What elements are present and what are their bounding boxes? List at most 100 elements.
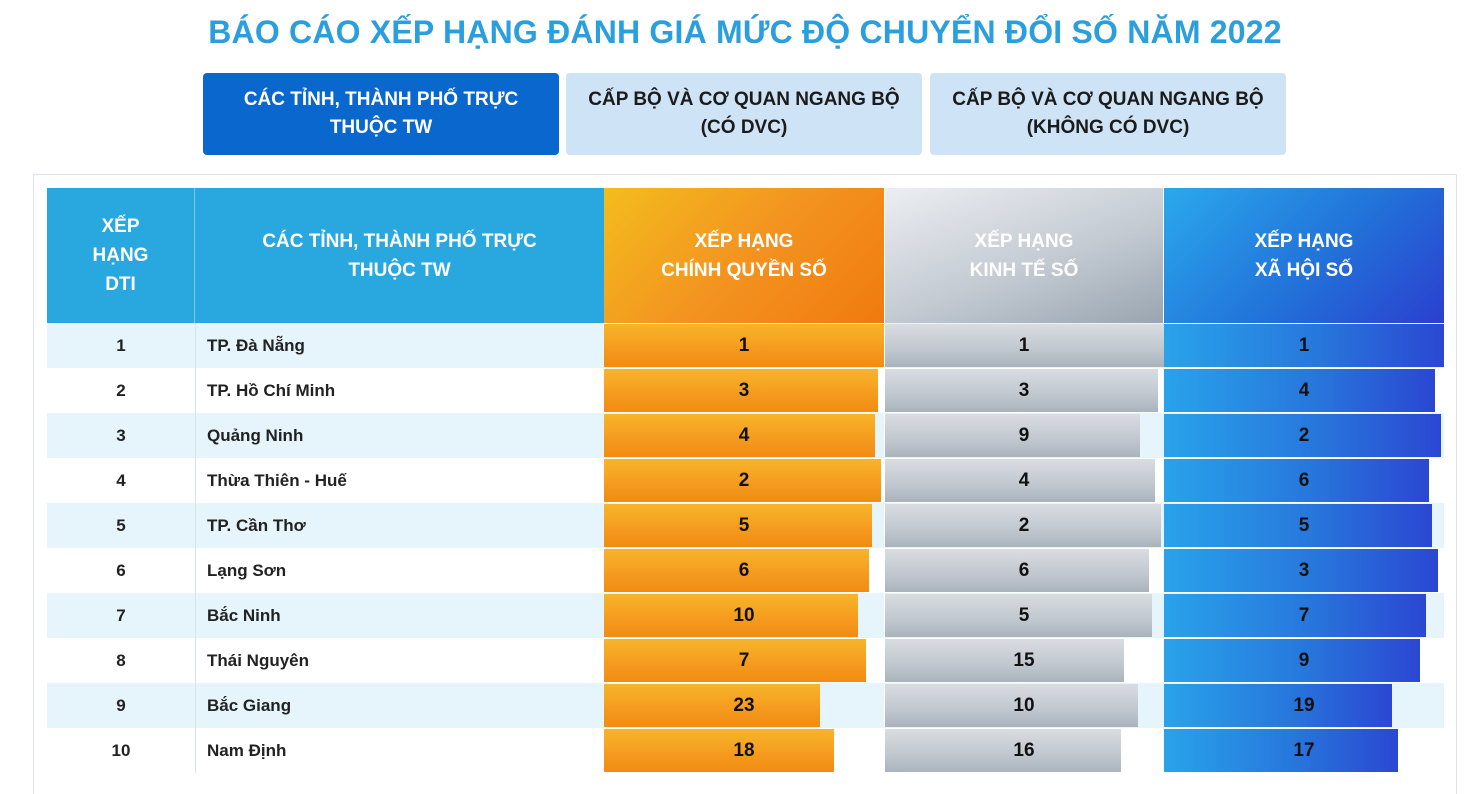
digital-government-rank-bar bbox=[604, 459, 881, 502]
dti-rank-cell: 2 bbox=[116, 380, 126, 400]
header-text: XẾP HẠNG bbox=[1254, 230, 1354, 252]
table-row[interactable]: 3 Quảng Ninh 4 9 2 bbox=[47, 413, 1444, 458]
province-name-cell: TP. Cần Thơ bbox=[207, 515, 306, 535]
header-text: HẠNG bbox=[92, 245, 149, 266]
header-text: THUỘC TW bbox=[348, 259, 451, 281]
province-name-cell: Thái Nguyên bbox=[207, 650, 310, 670]
province-name-cell: Bắc Ninh bbox=[207, 605, 281, 625]
header-text: CHÍNH QUYỀN SỐ bbox=[661, 259, 827, 281]
digital-government-rank-bar bbox=[604, 549, 869, 592]
header-digital-society[interactable]: XẾP HẠNG XÃ HỘI SỐ bbox=[1164, 188, 1444, 323]
digital-economy-rank-value: 4 bbox=[1018, 469, 1030, 491]
digital-society-rank-bar bbox=[1164, 639, 1420, 682]
digital-society-rank-bar bbox=[1164, 369, 1435, 412]
table-row[interactable]: 9 Bắc Giang 23 10 19 bbox=[47, 683, 1444, 728]
page-title: BÁO CÁO XẾP HẠNG ĐÁNH GIÁ MỨC ĐỘ CHUYỂN … bbox=[208, 14, 1282, 50]
row-background bbox=[47, 683, 604, 728]
digital-society-rank-value: 6 bbox=[1298, 469, 1310, 491]
header-text: CÁC TỈNH, THÀNH PHỐ TRỰC bbox=[262, 230, 537, 252]
dti-rank-cell: 5 bbox=[116, 515, 126, 535]
digital-government-rank-value: 4 bbox=[738, 424, 750, 446]
table-row[interactable]: 4 Thừa Thiên - Huế 2 4 6 bbox=[47, 458, 1444, 503]
row-background bbox=[47, 548, 604, 593]
tab-ministries-with-dvc[interactable]: CẤP BỘ VÀ CƠ QUAN NGANG BỘ (CÓ DVC) bbox=[566, 73, 922, 155]
digital-economy-rank-bar bbox=[884, 639, 1124, 682]
digital-economy-rank-value: 1 bbox=[1018, 334, 1030, 356]
column-divider bbox=[195, 548, 196, 593]
digital-society-rank-value: 2 bbox=[1298, 424, 1310, 446]
digital-government-rank-value: 3 bbox=[738, 379, 750, 401]
row-background bbox=[47, 323, 604, 368]
column-divider bbox=[195, 593, 196, 638]
digital-society-rank-value: 17 bbox=[1293, 739, 1315, 761]
tab-label-line2: THUỘC TW bbox=[329, 117, 433, 138]
digital-economy-rank-bar bbox=[884, 414, 1140, 457]
table-row[interactable]: 10 Nam Định 18 16 17 bbox=[47, 728, 1444, 773]
digital-economy-rank-value: 2 bbox=[1018, 514, 1030, 536]
tab-provinces[interactable]: CÁC TỈNH, THÀNH PHỐ TRỰC THUỘC TW bbox=[203, 73, 559, 155]
column-divider bbox=[195, 368, 196, 413]
province-name-cell: Quảng Ninh bbox=[207, 425, 304, 445]
digital-economy-rank-bar bbox=[884, 549, 1149, 592]
digital-economy-rank-value: 10 bbox=[1013, 694, 1035, 716]
digital-government-rank-bar bbox=[604, 639, 866, 682]
dti-rank-cell: 7 bbox=[116, 605, 126, 625]
digital-society-rank-bar bbox=[1164, 414, 1441, 457]
digital-government-rank-value: 23 bbox=[733, 694, 755, 716]
province-name-cell: Lạng Sơn bbox=[207, 560, 287, 580]
tab-label-line1: CẤP BỘ VÀ CƠ QUAN NGANG BỘ bbox=[952, 89, 1264, 110]
table-row[interactable]: 6 Lạng Sơn 6 6 3 bbox=[47, 548, 1444, 593]
tab-label-line2: (CÓ DVC) bbox=[700, 117, 788, 138]
digital-society-rank-value: 4 bbox=[1298, 379, 1310, 401]
column-divider bbox=[195, 413, 196, 458]
table-header: XẾP HẠNG DTI CÁC TỈNH, THÀNH PHỐ TRỰC TH… bbox=[47, 188, 1444, 323]
header-text: XẾP HẠNG bbox=[694, 230, 794, 252]
table-row[interactable]: 2 TP. Hồ Chí Minh 3 3 4 bbox=[47, 368, 1444, 413]
header-text: XÃ HỘI SỐ bbox=[1254, 259, 1354, 281]
digital-government-rank-value: 18 bbox=[733, 739, 755, 761]
digital-economy-rank-bar bbox=[884, 504, 1161, 547]
tab-label-line1: CÁC TỈNH, THÀNH PHỐ TRỰC bbox=[243, 89, 519, 110]
row-background bbox=[47, 458, 604, 503]
digital-society-rank-value: 19 bbox=[1293, 694, 1315, 716]
digital-society-rank-value: 3 bbox=[1298, 559, 1310, 581]
table-row[interactable]: 7 Bắc Ninh 10 5 7 bbox=[47, 593, 1444, 638]
province-name-cell: Thừa Thiên - Huế bbox=[207, 470, 347, 490]
header-text: XẾP HẠNG bbox=[974, 230, 1074, 252]
row-background bbox=[47, 503, 604, 548]
digital-economy-rank-value: 15 bbox=[1013, 649, 1035, 671]
province-name-cell: Nam Định bbox=[207, 740, 287, 760]
digital-economy-rank-bar bbox=[884, 684, 1138, 727]
digital-society-rank-bar bbox=[1164, 549, 1438, 592]
tab-ministries-without-dvc[interactable]: CẤP BỘ VÀ CƠ QUAN NGANG BỘ (KHÔNG CÓ DVC… bbox=[930, 73, 1286, 155]
digital-economy-rank-value: 3 bbox=[1018, 379, 1030, 401]
digital-society-rank-value: 5 bbox=[1298, 514, 1310, 536]
header-text: KINH TẾ SỐ bbox=[969, 259, 1079, 281]
digital-society-rank-bar bbox=[1164, 729, 1398, 772]
digital-government-rank-bar bbox=[604, 324, 884, 367]
digital-society-rank-bar bbox=[1164, 594, 1426, 637]
column-divider bbox=[195, 323, 196, 368]
table-row[interactable]: 5 TP. Cần Thơ 5 2 5 bbox=[47, 503, 1444, 548]
digital-economy-rank-value: 5 bbox=[1018, 604, 1030, 626]
column-divider bbox=[195, 638, 196, 683]
table-row[interactable]: 8 Thái Nguyên 7 15 9 bbox=[47, 638, 1444, 683]
table-row[interactable]: 1 TP. Đà Nẵng 1 1 1 bbox=[47, 323, 1444, 368]
tab-label-line1: CẤP BỘ VÀ CƠ QUAN NGANG BỘ bbox=[588, 89, 900, 110]
digital-society-rank-bar bbox=[1164, 324, 1444, 367]
digital-government-rank-value: 1 bbox=[738, 334, 750, 356]
header-digital-economy[interactable]: XẾP HẠNG KINH TẾ SỐ bbox=[884, 188, 1164, 323]
province-name-cell: TP. Đà Nẵng bbox=[207, 335, 305, 355]
dti-rank-cell: 1 bbox=[116, 335, 126, 355]
header-province-name[interactable]: CÁC TỈNH, THÀNH PHỐ TRỰC THUỘC TW bbox=[195, 188, 604, 323]
digital-government-rank-value: 6 bbox=[738, 559, 750, 581]
column-divider bbox=[195, 683, 196, 728]
digital-government-rank-bar bbox=[604, 414, 875, 457]
digital-government-rank-bar bbox=[604, 684, 820, 727]
header-dti-rank[interactable]: XẾP HẠNG DTI bbox=[47, 188, 195, 323]
digital-government-rank-value: 2 bbox=[738, 469, 750, 491]
row-background bbox=[47, 368, 604, 413]
header-text: DTI bbox=[105, 274, 136, 295]
header-digital-government[interactable]: XẾP HẠNG CHÍNH QUYỀN SỐ bbox=[604, 188, 884, 323]
digital-government-rank-value: 5 bbox=[738, 514, 750, 536]
